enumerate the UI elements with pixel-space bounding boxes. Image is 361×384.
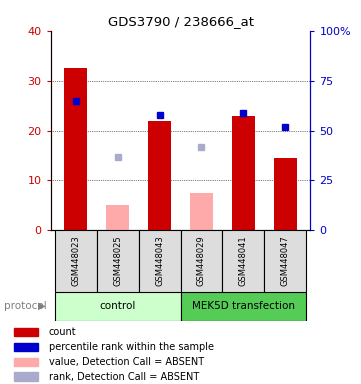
Bar <box>180 230 222 292</box>
Bar <box>148 121 171 230</box>
Text: GSM448029: GSM448029 <box>197 236 206 286</box>
Bar <box>64 68 87 230</box>
Text: percentile rank within the sample: percentile rank within the sample <box>49 342 214 352</box>
Text: GSM448047: GSM448047 <box>281 236 290 286</box>
Bar <box>180 292 306 321</box>
Text: protocol: protocol <box>4 301 46 311</box>
Bar <box>55 292 180 321</box>
Bar <box>190 193 213 230</box>
Text: GSM448043: GSM448043 <box>155 236 164 286</box>
Text: rank, Detection Call = ABSENT: rank, Detection Call = ABSENT <box>49 372 199 382</box>
Text: GSM448023: GSM448023 <box>71 236 80 286</box>
Text: MEK5D transfection: MEK5D transfection <box>192 301 295 311</box>
Text: GSM448025: GSM448025 <box>113 236 122 286</box>
Text: ▶: ▶ <box>38 301 45 311</box>
Bar <box>55 230 97 292</box>
Bar <box>264 230 306 292</box>
Bar <box>14 358 38 366</box>
Bar <box>97 230 139 292</box>
Bar <box>222 230 264 292</box>
Text: control: control <box>99 301 136 311</box>
Bar <box>14 372 38 381</box>
Bar <box>14 328 38 336</box>
Text: value, Detection Call = ABSENT: value, Detection Call = ABSENT <box>49 357 204 367</box>
Text: GSM448041: GSM448041 <box>239 236 248 286</box>
Bar <box>14 343 38 351</box>
Bar <box>139 230 180 292</box>
Bar <box>274 158 297 230</box>
Bar <box>232 116 255 230</box>
Text: count: count <box>49 327 77 337</box>
Title: GDS3790 / 238666_at: GDS3790 / 238666_at <box>108 15 253 28</box>
Bar <box>106 205 129 230</box>
